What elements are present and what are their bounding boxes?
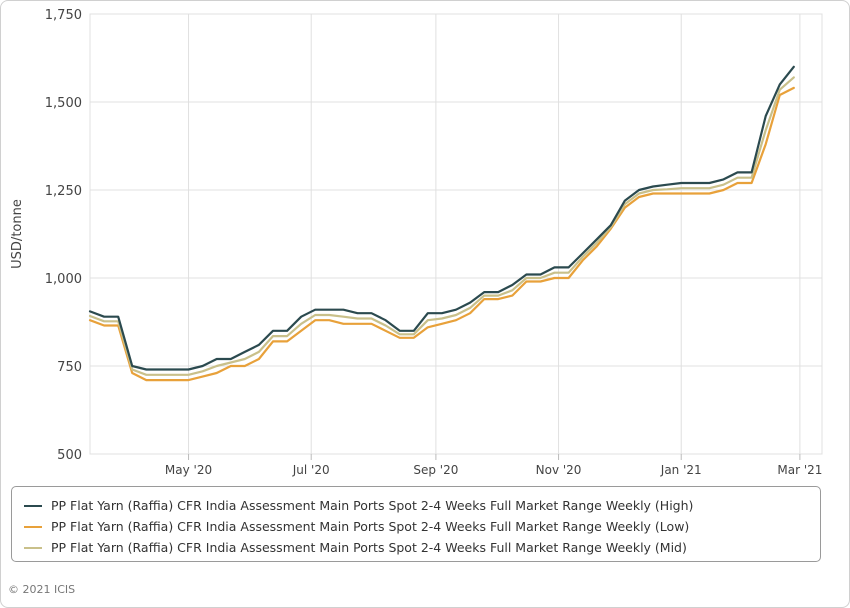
series-line-mid [88, 76, 795, 376]
y-axis-label: USD/tonne [10, 199, 25, 269]
y-tick-label: 750 [57, 360, 82, 375]
x-tick-label: Sep '20 [413, 463, 458, 477]
x-tick-label: Jul '20 [292, 463, 330, 477]
x-tick-label: Nov '20 [536, 463, 582, 477]
series-layer [88, 65, 795, 382]
series-line-high [88, 65, 795, 371]
legend-item-high[interactable]: PP Flat Yarn (Raffia) CFR India Assessme… [24, 495, 820, 516]
legend-swatch-mid [24, 546, 42, 549]
x-tick-label: Mar '21 [777, 463, 822, 477]
x-tick-label: May '20 [165, 463, 212, 477]
chart-legend[interactable]: PP Flat Yarn (Raffia) CFR India Assessme… [11, 486, 821, 562]
legend-label-high: PP Flat Yarn (Raffia) CFR India Assessme… [51, 498, 694, 513]
x-tick-label: Jan '21 [660, 463, 702, 477]
y-tick-label: 500 [57, 448, 82, 463]
legend-swatch-high [24, 504, 42, 507]
plot-area [89, 13, 823, 455]
grid-layer [89, 13, 823, 455]
y-tick-label: 1,250 [45, 184, 82, 199]
line-chart: 500 750 1,000 1,250 1,500 1,750 May '20 Jul '20… [10, 8, 823, 477]
y-tick-label: 1,000 [45, 272, 82, 287]
legend-swatch-low [24, 525, 42, 528]
y-tick-label: 1,500 [45, 96, 82, 111]
series-line-low [88, 86, 795, 382]
y-tick-label: 1,750 [45, 8, 82, 23]
axis-layer: 500 750 1,000 1,250 1,500 1,750 May '20 Jul '20… [10, 8, 822, 477]
copyright-text: © 2021 ICIS [8, 583, 76, 596]
legend-label-mid: PP Flat Yarn (Raffia) CFR India Assessme… [51, 540, 687, 555]
legend-item-mid[interactable]: PP Flat Yarn (Raffia) CFR India Assessme… [24, 537, 820, 558]
legend-label-low: PP Flat Yarn (Raffia) CFR India Assessme… [51, 519, 690, 534]
legend-item-low[interactable]: PP Flat Yarn (Raffia) CFR India Assessme… [24, 516, 820, 537]
